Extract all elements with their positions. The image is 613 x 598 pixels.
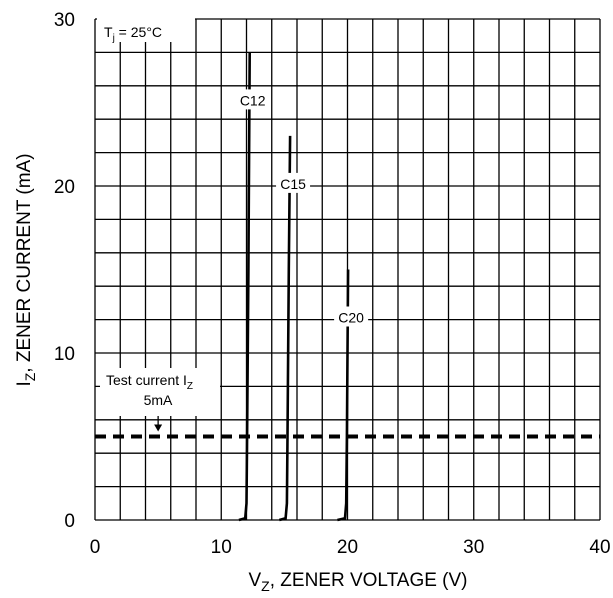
series-label-background [276, 172, 311, 193]
condition-label-background [97, 18, 195, 42]
test-current-label: Test current IZ [106, 372, 193, 392]
x-tick-label: 30 [463, 537, 484, 558]
condition-label: Tj = 25°C [104, 24, 162, 44]
tick-labels: 0 10 20 30 40 0 10 20 30 [54, 10, 611, 558]
y-tick-label: 20 [54, 177, 75, 198]
x-tick-label: 0 [90, 537, 101, 558]
x-tick-label: 10 [211, 537, 232, 558]
test-current-label-background [100, 368, 220, 416]
series-label-c20: C20 [338, 310, 364, 326]
y-axis-title: IZ, ZENER CURRENT (mA) [14, 153, 38, 386]
series-line-c12 [238, 52, 251, 522]
y-tick-label: 0 [64, 511, 75, 532]
test-current-value-label: 5mA [144, 392, 173, 408]
series-line-c20 [337, 269, 350, 522]
x-axis-title: VZ, ZENER VOLTAGE (V) [248, 570, 467, 594]
series-label-background [334, 306, 369, 327]
test-current-arrow-head [154, 424, 163, 432]
series-line-c15 [278, 135, 292, 522]
x-tick-label: 40 [589, 537, 610, 558]
x-tick-label: 20 [337, 537, 358, 558]
series-label-c12: C12 [240, 92, 266, 108]
y-tick-label: 30 [54, 10, 75, 31]
series-curves: C12 C15 C20 [235, 52, 369, 522]
series-label-c15: C15 [280, 176, 306, 192]
y-tick-label: 10 [54, 344, 75, 365]
series-label-background [235, 89, 270, 110]
